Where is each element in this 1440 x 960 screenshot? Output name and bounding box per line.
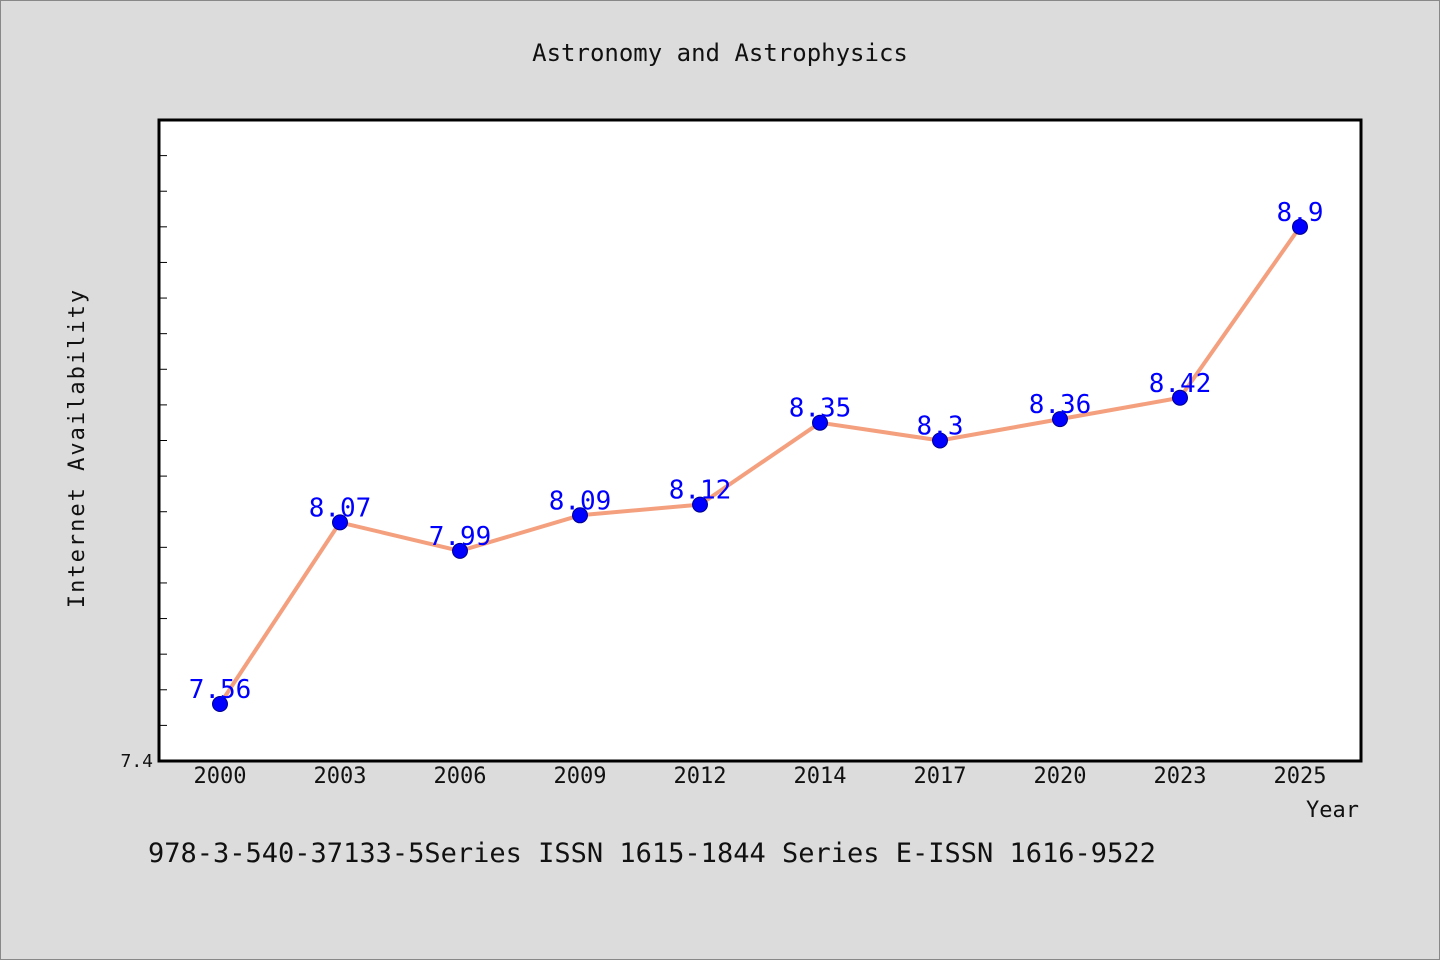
x-tick-label: 2023 xyxy=(1154,764,1207,789)
series-line-segment xyxy=(1178,224,1302,400)
footnote: 978-3-540-37133-5Series ISSN 1615-1844 S… xyxy=(148,838,1156,869)
data-label: 8.07 xyxy=(309,493,372,523)
data-label: 8.35 xyxy=(789,394,852,424)
series-line-segment xyxy=(458,513,582,553)
data-label: 7.56 xyxy=(189,675,252,705)
x-tick-label: 2020 xyxy=(1034,764,1087,789)
series-lines xyxy=(218,224,1302,707)
series-line-segment xyxy=(938,417,1062,443)
x-tick-label: 2006 xyxy=(434,764,487,789)
data-label: 8.42 xyxy=(1149,369,1212,399)
x-tick-label: 2017 xyxy=(914,764,967,789)
data-point xyxy=(1292,218,1308,235)
x-tick-label: 2014 xyxy=(794,764,847,789)
x-tick-label: 2012 xyxy=(674,764,727,789)
y-axis-tick-labels: 7.4 xyxy=(120,751,153,772)
series-line-segment xyxy=(218,520,342,707)
data-markers xyxy=(212,218,1308,713)
y-tick-label: 7.4 xyxy=(120,751,153,772)
x-tick-label: 2025 xyxy=(1274,764,1327,789)
data-label: 8.12 xyxy=(669,476,732,506)
x-axis-label: Year xyxy=(1306,798,1359,823)
data-point xyxy=(932,432,948,449)
y-axis-ticks xyxy=(159,155,167,726)
plot-area xyxy=(157,118,1363,763)
data-point xyxy=(692,496,708,513)
data-point xyxy=(452,542,468,559)
x-tick-label: 2000 xyxy=(194,764,247,789)
x-tick-label: 2003 xyxy=(314,764,367,789)
data-label: 8.09 xyxy=(549,486,612,516)
x-tick-label: 2009 xyxy=(554,764,607,789)
series-line-segment xyxy=(578,502,702,518)
data-point xyxy=(332,514,348,531)
data-point xyxy=(572,507,588,524)
series-line-segment xyxy=(698,420,822,507)
data-point xyxy=(812,414,828,431)
data-labels: 7.56 8.07 7.99 8.09 8.12 8.35 8.3 8.36 8.42 8.9 xyxy=(189,198,1324,705)
data-label: 8.36 xyxy=(1029,390,1092,420)
series-line-segment xyxy=(338,520,462,553)
data-point xyxy=(212,696,228,713)
series-line-segment xyxy=(1058,395,1182,422)
chart-title: Astronomy and Astrophysics xyxy=(532,39,908,67)
data-label: 8.9 xyxy=(1277,198,1324,228)
data-point xyxy=(1052,411,1068,428)
x-axis-tick-labels: 2000 2003 2006 2009 2012 2014 2017 2020 2023 2025 xyxy=(194,764,1327,789)
series-line-segment xyxy=(818,420,942,443)
data-label: 7.99 xyxy=(429,522,492,552)
y-axis-label: Internet Availability xyxy=(65,288,90,608)
data-label: 8.3 xyxy=(917,412,964,442)
data-point xyxy=(1172,389,1188,406)
